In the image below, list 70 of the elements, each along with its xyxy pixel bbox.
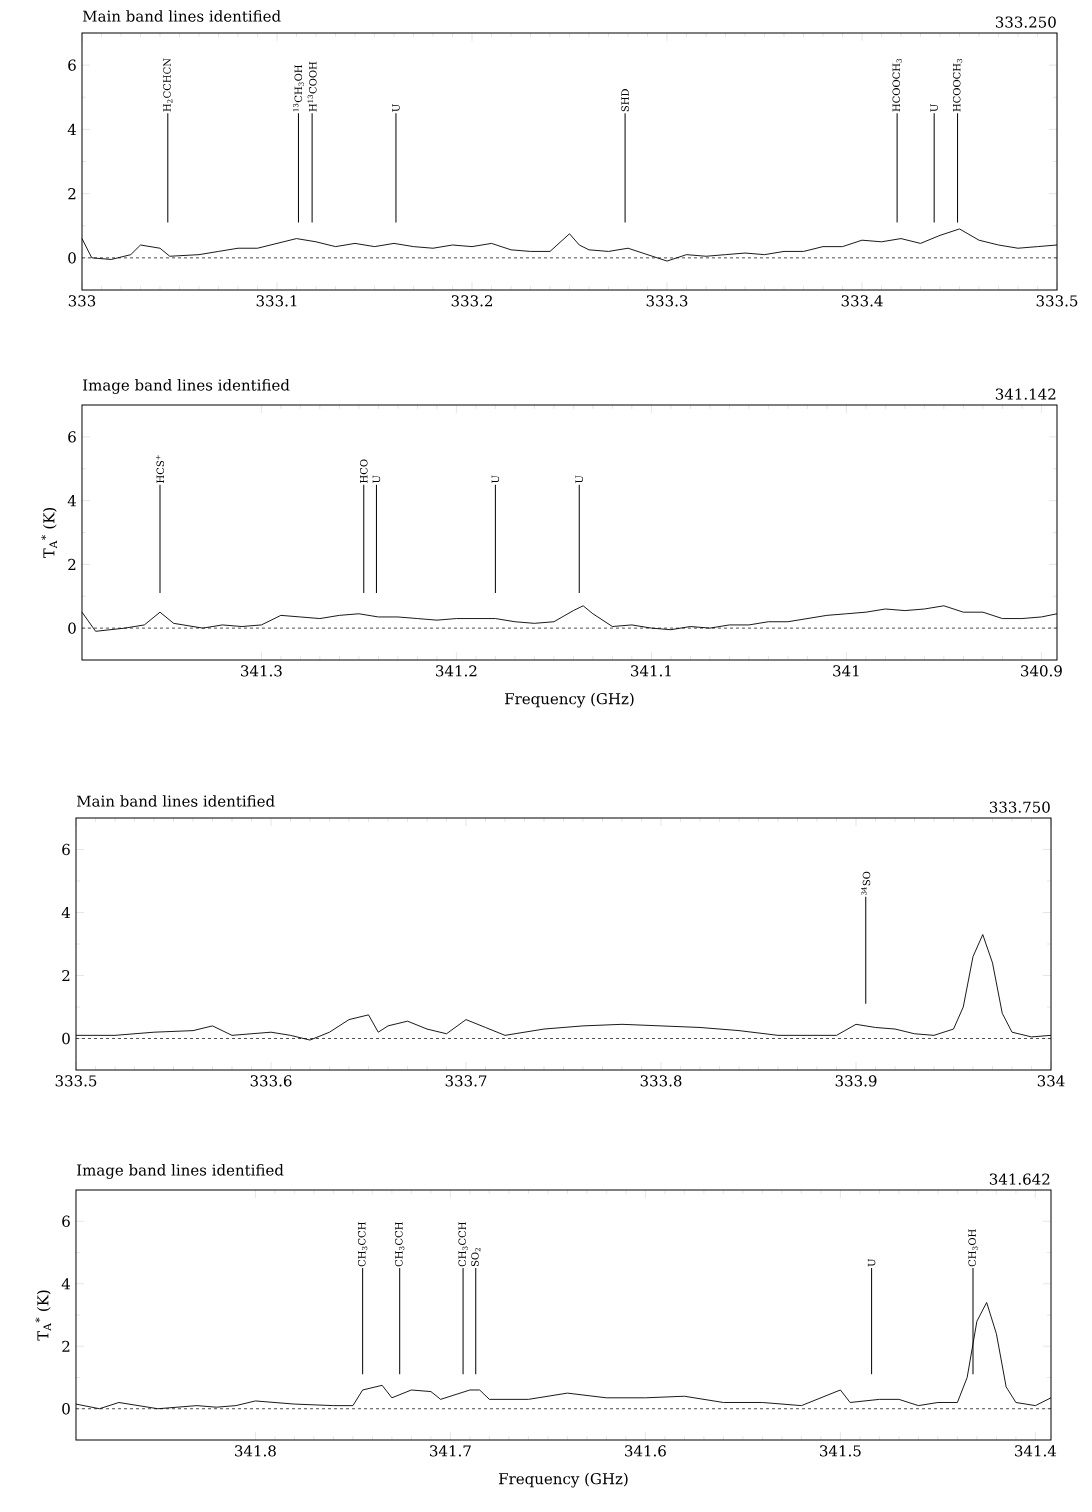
- x-tick-label: 333.5: [55, 1075, 97, 1087]
- y-tick-label: 0: [68, 622, 76, 634]
- ref-line-label: HCO: [359, 459, 368, 483]
- y-tick-label: 0: [68, 252, 76, 264]
- x-axis-title: Frequency (GHz): [499, 1472, 628, 1488]
- text: 333.250: [995, 16, 1056, 28]
- text: 341.142: [995, 388, 1056, 400]
- ref-line-label: $^{34}$SO: [861, 871, 871, 896]
- y-tick-label: 4: [61, 1278, 71, 1290]
- y-tick-label: 2: [62, 1340, 70, 1352]
- ref-line-label: CH$_{3}$OH: [968, 1229, 978, 1267]
- ref-line-label: H$^{13}$COOH: [307, 61, 317, 112]
- ref-line-label: SO$_{2}$: [471, 1248, 481, 1267]
- x-tick-label: 341.2: [436, 665, 477, 677]
- ref-line-label: U: [575, 475, 583, 484]
- x-tick-label: 341.1: [631, 665, 671, 677]
- x-tick-label: 333.6: [250, 1075, 292, 1087]
- x-tick-label: 333.1: [256, 295, 297, 307]
- x-tick-label: 334: [1037, 1075, 1065, 1087]
- y-tick-label: 6: [68, 59, 76, 71]
- ref-line-label: U: [491, 475, 500, 484]
- x-tick-label: 341.7: [430, 1445, 471, 1457]
- x-tick-label: 341.8: [235, 1445, 276, 1457]
- ref-line-label: H$_{2}$CCHCN: [163, 58, 173, 112]
- x-tick-label: 341.6: [625, 1445, 666, 1457]
- ref-line-label: U: [930, 104, 938, 112]
- y-tick-label: 2: [62, 969, 70, 982]
- x-tick-label: 333.7: [445, 1075, 487, 1087]
- y-tick-label: 6: [62, 1215, 70, 1227]
- ref-line-label: HCOOCH$_{3}$: [952, 59, 963, 112]
- x-tick-label: 333.8: [640, 1075, 682, 1087]
- ref-line-label: HCOOCH$_{3}$: [892, 59, 902, 112]
- ref-line-label: CH$_{3}$CCH: [395, 1222, 405, 1267]
- x-tick-label: 333.5: [1036, 295, 1078, 307]
- x-tick-label: 333.4: [841, 295, 883, 307]
- chart-title: Image band lines identified: [77, 1164, 284, 1179]
- chart-title: Image band lines identified: [83, 379, 290, 394]
- text: 333.750: [989, 801, 1050, 813]
- y-tick-label: 4: [67, 123, 77, 135]
- x-tick-label: 333: [68, 295, 96, 307]
- y-tick-label: 2: [68, 558, 76, 570]
- x-tick-label: 333.2: [451, 295, 492, 307]
- x-tick-label: 341.5: [820, 1445, 861, 1457]
- y-axis-title: T$_{A}$$^{*}$ (K): [35, 1290, 52, 1341]
- y-tick-label: 6: [68, 431, 76, 443]
- x-tick-label: 341.3: [241, 665, 282, 677]
- y-tick-label: 2: [68, 188, 76, 200]
- y-tick-label: 0: [62, 1032, 70, 1045]
- x-tick-label: 333.9: [835, 1075, 877, 1087]
- y-axis-title: T$_{A}$$^{*}$ (K): [41, 507, 58, 559]
- ref-line-label: CH$_{3}$CCH: [357, 1222, 368, 1267]
- y-tick-label: 4: [61, 906, 71, 919]
- x-tick-label: 341.4: [1015, 1445, 1057, 1457]
- x-axis-title: Frequency (GHz): [505, 692, 634, 708]
- ref-line-label: HCS$^{+}$: [155, 455, 165, 483]
- y-tick-label: 0: [62, 1403, 70, 1415]
- ref-line-label: CH$_{3}$CCH: [458, 1222, 468, 1267]
- x-tick-label: 333.3: [646, 295, 688, 307]
- ref-line-label: SHD: [621, 89, 629, 112]
- y-tick-label: 6: [62, 843, 70, 856]
- ref-line-label: U: [867, 1258, 876, 1267]
- ref-line-label: U: [372, 475, 381, 484]
- chart-title: Main band lines identified: [82, 10, 281, 22]
- chart-title: Main band lines identified: [76, 795, 275, 807]
- x-tick-label: 340.9: [1021, 665, 1062, 677]
- ref-line-label: U: [392, 104, 400, 112]
- text: 341.642: [989, 1173, 1050, 1185]
- y-tick-label: 4: [67, 495, 77, 507]
- ref-line-label: $^{13}$CH$_{3}$OH: [293, 64, 304, 112]
- x-tick-label: 341: [833, 665, 859, 677]
